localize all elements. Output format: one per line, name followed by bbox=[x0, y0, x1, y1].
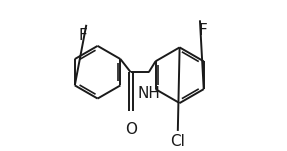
Text: O: O bbox=[125, 122, 137, 137]
Text: F: F bbox=[199, 23, 207, 38]
Text: NH: NH bbox=[137, 86, 160, 101]
Text: F: F bbox=[79, 28, 88, 43]
Text: Cl: Cl bbox=[170, 134, 185, 149]
